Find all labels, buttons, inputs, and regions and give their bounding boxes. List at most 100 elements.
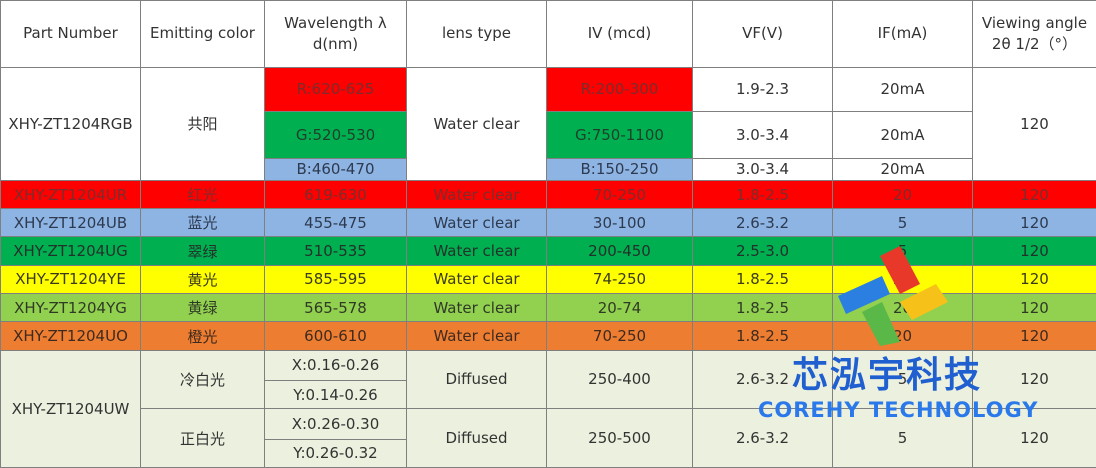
table-row-ub: XHY-ZT1204UB 蓝光 455-475 Water clear 30-1… bbox=[0, 208, 1096, 238]
uw-pure-x: X:0.26-0.30 bbox=[264, 408, 407, 440]
wavelength: 565-578 bbox=[264, 293, 407, 323]
uw-pure-iv: 250-500 bbox=[546, 408, 693, 468]
uw-pure-vf: 2.6-3.2 bbox=[692, 408, 833, 468]
emitting-color: 蓝光 bbox=[140, 208, 265, 238]
rgb-lens-type: Water clear bbox=[406, 66, 547, 181]
uw-pure-lens-type: Diffused bbox=[406, 408, 547, 468]
rgb-wavelength-g: G:520-530 bbox=[264, 111, 407, 159]
wavelength: 455-475 bbox=[264, 208, 407, 238]
emitting-color: 橙光 bbox=[140, 321, 265, 351]
rgb-emitting-color: 共阳 bbox=[140, 66, 265, 181]
rgb-iv-r: R:200-300 bbox=[546, 66, 693, 113]
vf: 2.5-3.0 bbox=[692, 236, 833, 266]
viewing-angle: 120 bbox=[972, 321, 1096, 351]
vf: 1.8-2.5 bbox=[692, 264, 833, 295]
rgb-if-r: 20mA bbox=[832, 66, 973, 113]
table-row-ug: XHY-ZT1204UG 翠绿 510-535 Water clear 200-… bbox=[0, 236, 1096, 266]
part-number: XHY-ZT1204UO bbox=[0, 321, 141, 351]
iv: 30-100 bbox=[546, 208, 693, 238]
viewing-angle: 120 bbox=[972, 236, 1096, 266]
table-row-yg: XHY-ZT1204YG 黄绿 565-578 Water clear 20-7… bbox=[0, 293, 1096, 323]
part-number: XHY-ZT1204UR bbox=[0, 179, 141, 210]
emitting-color: 黄光 bbox=[140, 264, 265, 295]
header-iv: IV (mcd) bbox=[546, 0, 693, 68]
wavelength: 600-610 bbox=[264, 321, 407, 351]
uw-cool-if: 5 bbox=[832, 349, 973, 410]
vf: 1.8-2.5 bbox=[692, 321, 833, 351]
uw-pure-emitting-color: 正白光 bbox=[140, 408, 265, 468]
header-lens-type: lens type bbox=[406, 0, 547, 68]
header-row: Part Number Emitting color Wavelength λ … bbox=[0, 0, 1096, 68]
rgb-vf-b: 3.0-3.4 bbox=[692, 157, 833, 181]
header-wavelength: Wavelength λ d(nm) bbox=[264, 0, 407, 68]
uw-cool-emitting-color: 冷白光 bbox=[140, 349, 265, 410]
rgb-vf-r: 1.9-2.3 bbox=[692, 66, 833, 113]
lens-type: Water clear bbox=[406, 293, 547, 323]
rgb-part-number: XHY-ZT1204RGB bbox=[0, 66, 141, 181]
uw-cool-viewing-angle: 120 bbox=[972, 349, 1096, 410]
viewing-angle: 120 bbox=[972, 293, 1096, 323]
emitting-color: 黄绿 bbox=[140, 293, 265, 323]
rgb-vf-g: 3.0-3.4 bbox=[692, 111, 833, 159]
uw-cool-x: X:0.16-0.26 bbox=[264, 349, 407, 381]
header-vf: VF(V) bbox=[692, 0, 833, 68]
viewing-angle: 120 bbox=[972, 179, 1096, 210]
table-row-ye: XHY-ZT1204YE 黄光 585-595 Water clear 74-2… bbox=[0, 264, 1096, 295]
vf: 1.8-2.5 bbox=[692, 293, 833, 323]
if: 20 bbox=[832, 264, 973, 295]
table-row-uw-pure-x: 正白光 X:0.26-0.30 Diffused 250-500 2.6-3.2… bbox=[1, 408, 1096, 468]
wavelength: 510-535 bbox=[264, 236, 407, 266]
if: 20 bbox=[832, 321, 973, 351]
table-row-uw-cool-y: Y:0.14-0.26 bbox=[1, 379, 1096, 410]
header-viewing-angle: Viewing angle 2θ 1/2（°） bbox=[972, 0, 1096, 68]
uw-pure-viewing-angle: 120 bbox=[972, 408, 1096, 468]
uw-cool-iv: 250-400 bbox=[546, 349, 693, 410]
table-row-rgb-g: G:520-530 G:750-1100 3.0-3.4 20mA bbox=[1, 111, 1096, 159]
part-number: XHY-ZT1204YG bbox=[0, 293, 141, 323]
wavelength: 585-595 bbox=[264, 264, 407, 295]
lens-type: Water clear bbox=[406, 321, 547, 351]
uw-cool-y: Y:0.14-0.26 bbox=[264, 379, 407, 410]
uw-pure-y: Y:0.26-0.32 bbox=[264, 438, 407, 468]
part-number: XHY-ZT1204YE bbox=[0, 264, 141, 295]
viewing-angle: 120 bbox=[972, 208, 1096, 238]
vf: 1.8-2.5 bbox=[692, 179, 833, 210]
rgb-wavelength-b: B:460-470 bbox=[264, 157, 407, 181]
part-number: XHY-ZT1204UG bbox=[0, 236, 141, 266]
table-row-ur: XHY-ZT1204UR 红光 619-630 Water clear 70-2… bbox=[0, 179, 1096, 210]
rgb-if-b: 20mA bbox=[832, 157, 973, 181]
table-row-uw-pure-y: Y:0.26-0.32 bbox=[1, 438, 1096, 468]
header-emitting-color: Emitting color bbox=[140, 0, 265, 68]
emitting-color: 红光 bbox=[140, 179, 265, 210]
rgb-if-g: 20mA bbox=[832, 111, 973, 159]
iv: 20-74 bbox=[546, 293, 693, 323]
rgb-viewing-angle: 120 bbox=[972, 66, 1096, 181]
header-part-number: Part Number bbox=[0, 0, 141, 68]
iv: 74-250 bbox=[546, 264, 693, 295]
uw-cool-vf: 2.6-3.2 bbox=[692, 349, 833, 410]
lens-type: Water clear bbox=[406, 236, 547, 266]
if: 5 bbox=[832, 236, 973, 266]
if: 20 bbox=[832, 179, 973, 210]
viewing-angle: 120 bbox=[972, 264, 1096, 295]
emitting-color: 翠绿 bbox=[140, 236, 265, 266]
table-row-uo: XHY-ZT1204UO 橙光 600-610 Water clear 70-2… bbox=[0, 321, 1096, 351]
header-if: IF(mA) bbox=[832, 0, 973, 68]
part-number: XHY-ZT1204UB bbox=[0, 208, 141, 238]
if: 5 bbox=[832, 208, 973, 238]
uw-cool-lens-type: Diffused bbox=[406, 349, 547, 410]
vf: 2.6-3.2 bbox=[692, 208, 833, 238]
rgb-iv-b: B:150-250 bbox=[546, 157, 693, 181]
iv: 70-250 bbox=[546, 179, 693, 210]
table-row-uw-cool-x: XHY-ZT1204UW 冷白光 X:0.16-0.26 Diffused 25… bbox=[0, 349, 1096, 468]
lens-type: Water clear bbox=[406, 179, 547, 210]
lens-type: Water clear bbox=[406, 208, 547, 238]
uw-pure-if: 5 bbox=[832, 408, 973, 468]
uw-part-number: XHY-ZT1204UW bbox=[0, 349, 141, 468]
wavelength: 619-630 bbox=[264, 179, 407, 210]
iv: 200-450 bbox=[546, 236, 693, 266]
table-row-rgb-b: B:460-470 B:150-250 3.0-3.4 20mA bbox=[1, 157, 1096, 181]
table-row-rgb-r: XHY-ZT1204RGB 共阳 R:620-625 Water clear R… bbox=[0, 66, 1096, 181]
rgb-iv-g: G:750-1100 bbox=[546, 111, 693, 159]
